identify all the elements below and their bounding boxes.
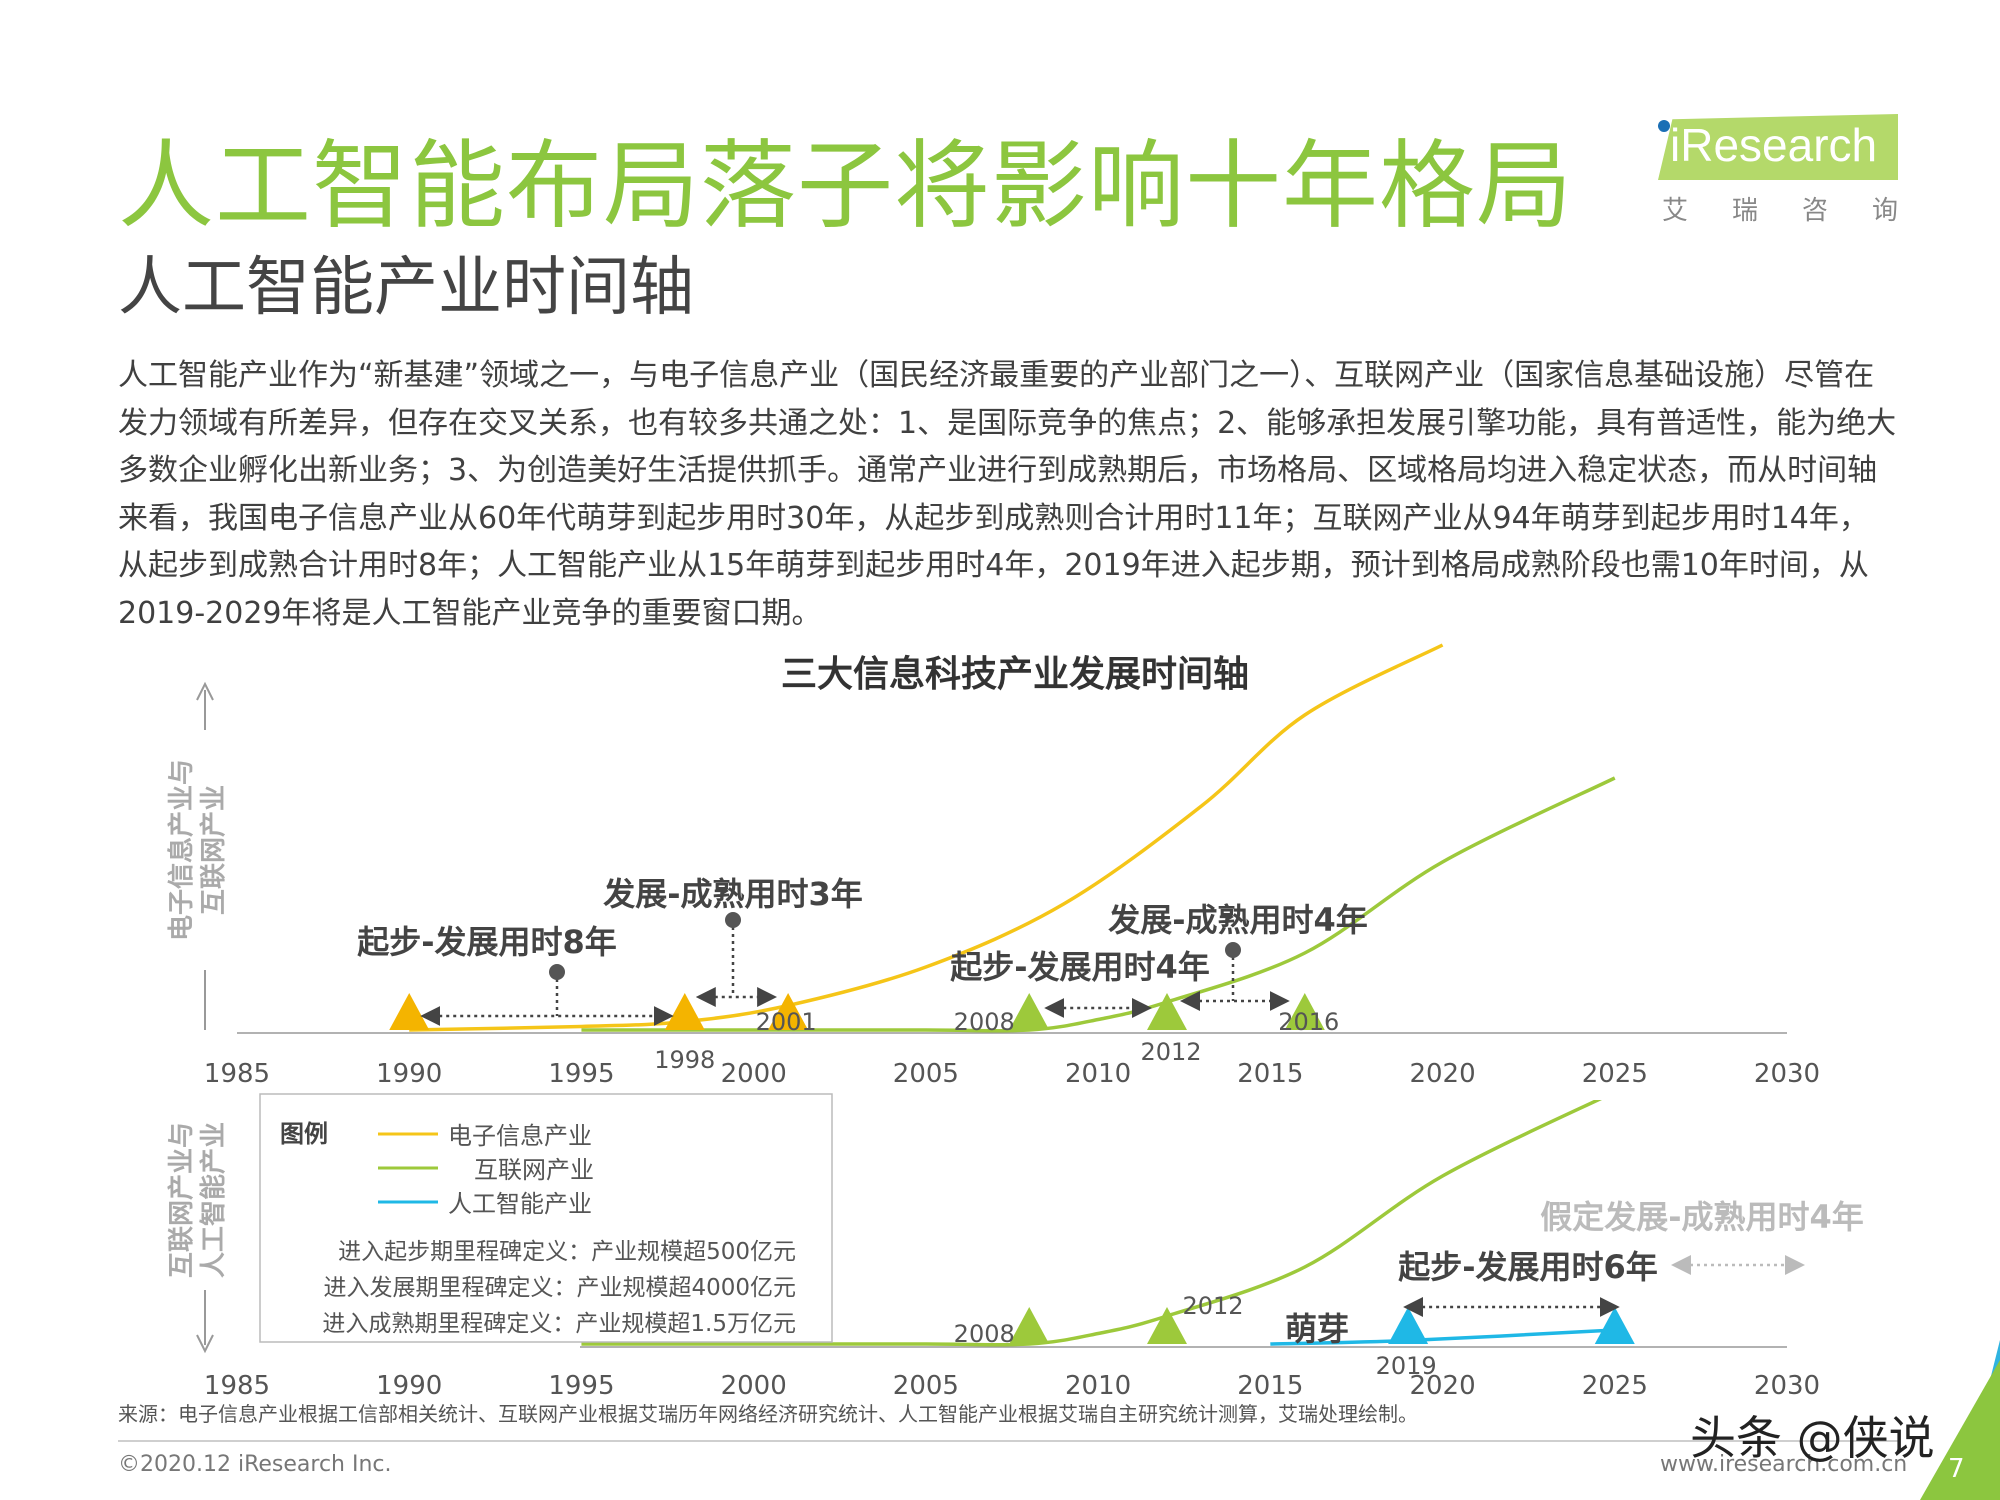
milestone-marker-electronic	[768, 993, 809, 1030]
watermark: 头条 @侠说	[1690, 1411, 1935, 1465]
milestone-year-label: 2012	[1182, 1292, 1243, 1320]
legend-label: 人工智能产业	[448, 1190, 592, 1218]
lower-y-label: 互联网产业与 人工智能产业	[167, 1122, 229, 1278]
timeline-chart: 三大信息科技产业发展时间轴 电子信息产业与 互联网产业 互联网产业与 人工智能产…	[166, 643, 1864, 1400]
x-tick-label: 2010	[1065, 1059, 1131, 1089]
series-line-internet	[581, 1100, 1603, 1347]
corner-decoration-green	[1920, 1360, 2000, 1500]
x-tick-label: 2005	[893, 1059, 959, 1089]
y-axis-arrows	[196, 681, 214, 1354]
y-label-line: 电子信息产业与	[166, 759, 197, 941]
x-tick-label: 2025	[1582, 1371, 1648, 1400]
x-tick-label: 2000	[721, 1059, 787, 1089]
logo-char: 艾	[1662, 196, 1689, 226]
legend-note: 进入发展期里程碑定义：产业规模超4000亿元	[323, 1275, 796, 1301]
annotation-label-sprout: 萌芽	[1285, 1310, 1349, 1348]
x-tick-label: 1995	[548, 1371, 614, 1400]
annotation-label: 起步-发展用时4年	[950, 948, 1210, 986]
upper-y-label: 电子信息产业与 互联网产业	[166, 759, 229, 941]
intro-paragraph: 人工智能产业作为“新基建”领域之一，与电子信息产业（国民经济最重要的产业部门之一…	[118, 358, 1897, 631]
x-tick-label: 2025	[1582, 1059, 1648, 1089]
x-tick-label: 2030	[1754, 1059, 1820, 1089]
x-tick-label: 2005	[893, 1371, 959, 1400]
logo-chinese: 艾 瑞 咨 询	[1662, 190, 1898, 227]
milestone-marker-internet	[1147, 993, 1187, 1030]
x-tick-label: 2015	[1237, 1059, 1303, 1089]
annotation-label: 发展-成熟用时4年	[1108, 901, 1368, 939]
legend-label: 电子信息产业	[448, 1122, 592, 1150]
annotation-label: 起步-发展用时6年	[1398, 1248, 1658, 1286]
x-tick-label: 1995	[548, 1059, 614, 1089]
x-tick-label: 1985	[204, 1371, 270, 1400]
milestone-year-label: 2008	[954, 1320, 1015, 1348]
iresearch-logo: iResearch 艾 瑞 咨 询	[1650, 104, 1900, 234]
milestone-marker-ai	[1388, 1307, 1429, 1344]
x-tick-label: 2000	[721, 1371, 787, 1400]
site-url: www.iresearch.com.cn	[1660, 1452, 1908, 1477]
source-note: 来源：电子信息产业根据工信部相关统计、互联网产业根据艾瑞历年网络经济研究统计、人…	[118, 1402, 1418, 1426]
logo-char: 询	[1871, 196, 1898, 226]
y-label-line: 互联网产业	[199, 785, 229, 915]
x-tick-label: 2015	[1237, 1371, 1303, 1400]
logo-text: iResearch	[1670, 119, 1878, 171]
milestone-marker-electronic	[389, 993, 430, 1030]
legend-note: 进入起步期里程碑定义：产业规模超500亿元	[338, 1239, 796, 1265]
logo-char: 咨	[1801, 196, 1828, 226]
lower-panel: 1985 1990 1995 2000 2005 2010 2015 2020 2025 2030…	[204, 1100, 1864, 1400]
x-tick-label: 1985	[204, 1059, 270, 1089]
milestone-marker-internet	[1147, 1307, 1187, 1344]
annotation-pin-dot	[725, 912, 741, 928]
x-tick-label: 1990	[376, 1371, 442, 1400]
x-tick-label: 2020	[1409, 1371, 1475, 1400]
chart-title: 三大信息科技产业发展时间轴	[781, 654, 1249, 695]
milestone-marker-electronic	[664, 993, 705, 1030]
milestone-year-label: 2001	[756, 1008, 817, 1036]
milestone-marker-ai	[1594, 1307, 1635, 1344]
copyright: ©2020.12 iResearch Inc.	[118, 1452, 392, 1477]
legend-title: 图例	[280, 1120, 328, 1148]
annotation-label: 发展-成熟用时3年	[603, 875, 863, 913]
milestone-year-label: 2019	[1376, 1352, 1437, 1380]
annotation-label: 起步-发展用时8年	[357, 923, 617, 961]
y-label-line: 人工智能产业	[198, 1122, 229, 1278]
logo-char: 瑞	[1731, 196, 1758, 226]
page-number: 7	[1948, 1454, 1965, 1484]
milestone-year-label: 2008	[954, 1008, 1015, 1036]
x-tick-label: 1990	[376, 1059, 442, 1089]
annotation-label-hypothetical: 假定发展-成熟用时4年	[1540, 1198, 1864, 1236]
legend-box	[259, 1093, 833, 1343]
up-arrow-icon	[196, 681, 214, 701]
milestone-year-label: 1998	[654, 1046, 715, 1074]
footer-divider	[118, 1440, 1898, 1442]
y-label-line: 互联网产业与	[167, 1122, 197, 1278]
milestone-marker-internet	[1009, 993, 1050, 1030]
milestone-year-label: 2012	[1140, 1038, 1201, 1066]
x-tick-label: 2010	[1065, 1371, 1131, 1400]
annotation-pin-dot	[549, 964, 565, 980]
logo-dot-icon	[1658, 120, 1670, 132]
legend-label: 互联网产业	[474, 1156, 594, 1184]
x-tick-label: 2020	[1409, 1059, 1475, 1089]
page-title: 人工智能布局落子将影响十年格局	[118, 130, 1573, 242]
milestone-marker-internet	[1284, 993, 1325, 1030]
upper-panel: 1985 1990 1995 2000 2005 2010 2015 2020 2025 2030…	[204, 643, 1820, 1089]
milestone-marker-internet	[1009, 1307, 1050, 1344]
logo-badge	[1658, 114, 1898, 180]
down-arrow-icon	[196, 1334, 214, 1354]
chart-legend: 图例 电子信息产业 互联网产业 人工智能产业 进入起步期里程碑定义：产业规模超5…	[259, 1093, 833, 1343]
page-subtitle: 人工智能产业时间轴	[118, 251, 694, 325]
x-tick-label: 2030	[1754, 1371, 1820, 1400]
annotation-pin-dot	[1225, 942, 1241, 958]
legend-note: 进入成熟期里程碑定义：产业规模超1.5万亿元	[322, 1311, 796, 1337]
milestone-year-label: 2016	[1278, 1008, 1339, 1036]
